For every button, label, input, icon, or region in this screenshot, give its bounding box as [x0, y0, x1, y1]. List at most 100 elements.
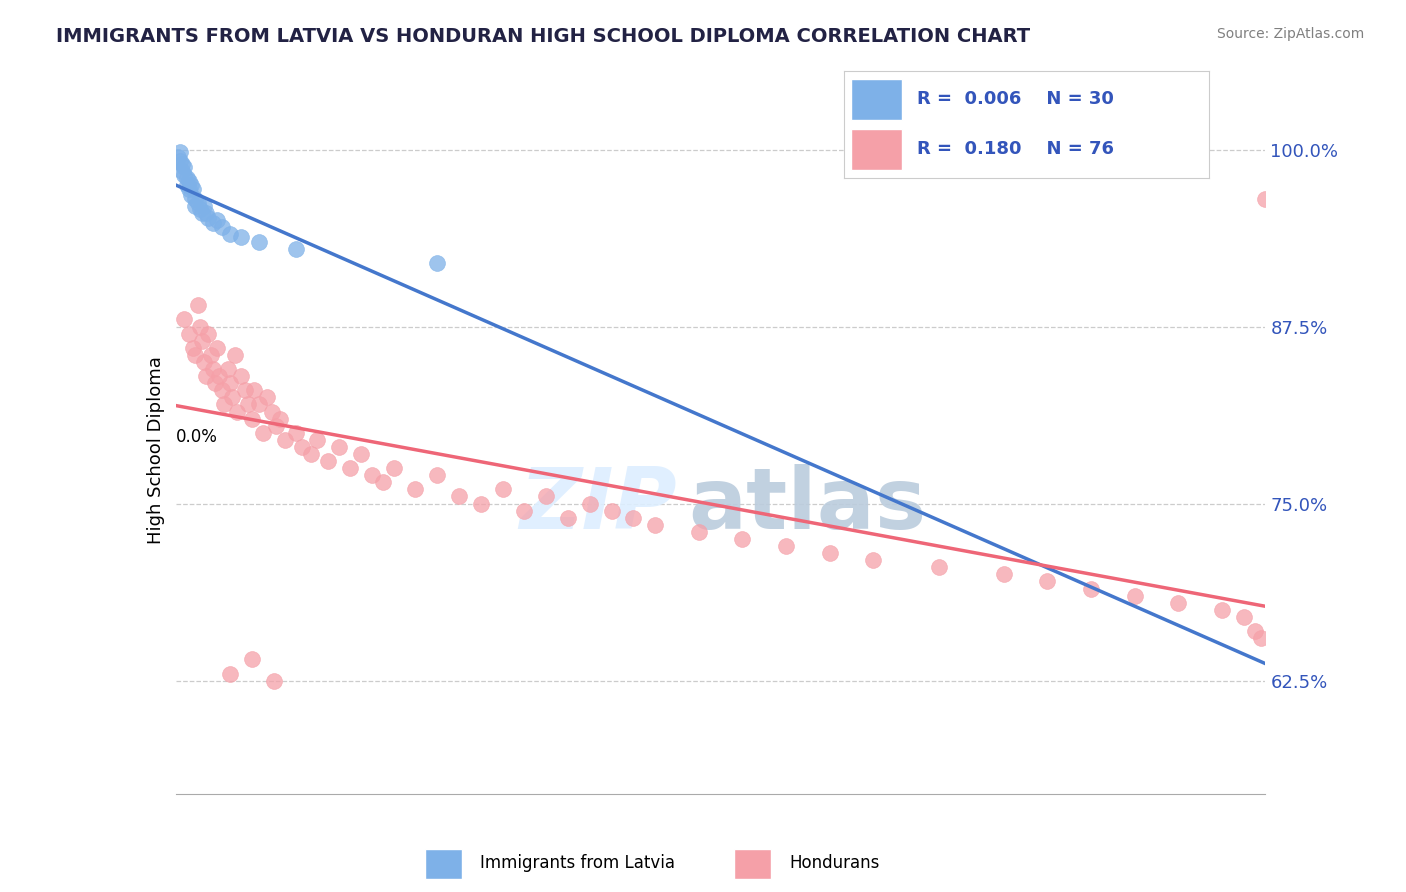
FancyBboxPatch shape — [425, 849, 461, 880]
Point — [579, 497, 602, 511]
Point — [173, 312, 195, 326]
Point — [188, 202, 211, 216]
Text: 0.0%: 0.0% — [176, 428, 218, 446]
Point — [169, 153, 191, 168]
Point — [169, 145, 191, 160]
Point — [1080, 582, 1102, 596]
Point — [188, 319, 211, 334]
Point — [382, 461, 405, 475]
Point — [299, 447, 322, 461]
Point — [247, 397, 270, 411]
Point — [688, 524, 710, 539]
Point — [426, 256, 449, 270]
Point — [269, 411, 291, 425]
Point — [205, 213, 228, 227]
Point — [818, 546, 841, 560]
Text: R =  0.006    N = 30: R = 0.006 N = 30 — [917, 90, 1114, 108]
FancyBboxPatch shape — [851, 78, 903, 120]
Point — [243, 384, 266, 398]
Point — [184, 192, 207, 206]
Point — [1250, 631, 1272, 645]
Point — [247, 235, 270, 249]
Point — [1232, 610, 1256, 624]
Point — [264, 418, 287, 433]
Point — [184, 199, 207, 213]
Point — [1211, 603, 1233, 617]
Point — [240, 652, 263, 666]
Point — [231, 369, 253, 384]
Point — [184, 348, 207, 362]
Point — [492, 483, 515, 497]
Text: atlas: atlas — [688, 464, 927, 547]
Point — [350, 447, 373, 461]
Point — [205, 341, 228, 355]
Point — [1036, 574, 1059, 589]
Text: ZIP: ZIP — [519, 464, 678, 547]
Point — [240, 411, 263, 425]
Point — [1167, 596, 1189, 610]
Point — [235, 384, 257, 398]
Point — [621, 510, 644, 524]
Point — [405, 483, 427, 497]
Point — [181, 341, 204, 355]
Point — [252, 425, 274, 440]
Point — [600, 503, 623, 517]
Point — [197, 326, 219, 341]
Point — [291, 440, 314, 454]
Point — [177, 174, 200, 188]
Point — [211, 384, 233, 398]
Point — [172, 157, 194, 171]
Point — [219, 376, 242, 391]
Point — [219, 666, 242, 681]
Point — [204, 376, 226, 391]
Y-axis label: High School Diploma: High School Diploma — [146, 357, 165, 544]
Point — [426, 468, 449, 483]
Point — [191, 334, 214, 348]
Point — [211, 220, 233, 235]
Point — [167, 150, 190, 164]
Point — [225, 404, 247, 418]
Text: Source: ZipAtlas.com: Source: ZipAtlas.com — [1216, 27, 1364, 41]
Point — [360, 468, 382, 483]
Point — [274, 433, 297, 447]
Point — [928, 560, 950, 574]
Text: Immigrants from Latvia: Immigrants from Latvia — [481, 854, 675, 872]
FancyBboxPatch shape — [734, 849, 770, 880]
Point — [224, 348, 246, 362]
Point — [193, 199, 215, 213]
Point — [195, 206, 218, 220]
Point — [318, 454, 340, 468]
Point — [217, 362, 239, 376]
Point — [191, 206, 214, 220]
Text: R =  0.180    N = 76: R = 0.180 N = 76 — [917, 141, 1114, 159]
Point — [775, 539, 797, 553]
Point — [177, 182, 200, 196]
Point — [534, 490, 557, 504]
Point — [219, 227, 242, 242]
Point — [644, 517, 666, 532]
Point — [186, 196, 209, 211]
Point — [186, 298, 209, 312]
Point — [284, 242, 307, 256]
Point — [201, 216, 224, 230]
Point — [173, 168, 195, 182]
Point — [172, 163, 194, 178]
Point — [731, 532, 754, 546]
Point — [993, 567, 1015, 582]
Point — [173, 160, 195, 174]
Point — [236, 397, 259, 411]
Point — [195, 369, 218, 384]
Point — [284, 425, 307, 440]
Point — [181, 182, 204, 196]
Point — [862, 553, 884, 567]
Point — [177, 326, 200, 341]
Point — [197, 211, 219, 225]
Point — [256, 390, 278, 404]
Point — [557, 510, 579, 524]
Point — [263, 673, 285, 688]
Point — [200, 348, 222, 362]
Point — [176, 178, 198, 192]
Text: IMMIGRANTS FROM LATVIA VS HONDURAN HIGH SCHOOL DIPLOMA CORRELATION CHART: IMMIGRANTS FROM LATVIA VS HONDURAN HIGH … — [56, 27, 1031, 45]
Point — [180, 178, 202, 192]
Point — [231, 230, 253, 244]
